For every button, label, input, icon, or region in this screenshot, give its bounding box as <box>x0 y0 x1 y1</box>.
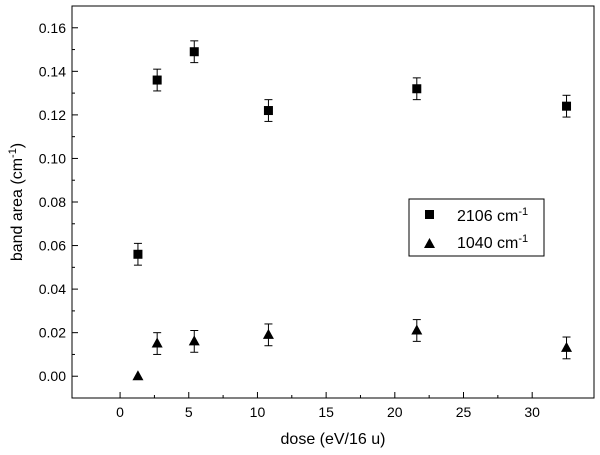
data-point-triangle <box>262 328 274 339</box>
x-tick-label: 10 <box>250 404 266 420</box>
y-tick-label: 0.08 <box>39 194 66 210</box>
y-axis-title-tail: ) <box>9 143 26 148</box>
y-tick-label: 0.06 <box>39 238 66 254</box>
x-tick-label: 30 <box>524 404 540 420</box>
legend-label-1040-main: 1040 cm <box>457 235 518 252</box>
x-tick-label: 5 <box>185 404 193 420</box>
y-tick-label: 0.14 <box>39 63 66 79</box>
data-point-square <box>133 249 143 259</box>
x-tick-label: 20 <box>387 404 403 420</box>
data-point-triangle <box>188 335 200 346</box>
legend-label-1040-sup: -1 <box>518 233 528 245</box>
y-tick-label: 0.12 <box>39 107 66 123</box>
legend: 2106 cm-1 1040 cm-1 <box>408 198 545 257</box>
y-axis-title: band area (cm-1) <box>7 143 26 261</box>
data-point-triangle <box>561 341 573 352</box>
x-axis-title: dose (eV/16 u) <box>281 431 386 448</box>
data-point-square <box>562 101 572 111</box>
legend-label-2106-main: 2106 cm <box>457 208 518 225</box>
y-axis-title-main: band area (cm <box>9 158 26 261</box>
y-axis-title-sup: -1 <box>7 148 19 158</box>
x-tick-label: 25 <box>456 404 472 420</box>
legend-marker-1040 <box>424 238 435 248</box>
data-point-square <box>189 47 199 57</box>
y-tick-label: 0.02 <box>39 325 66 341</box>
data-point-square <box>152 75 162 85</box>
legend-label-1040: 1040 cm-1 <box>457 233 528 252</box>
legend-label-2106: 2106 cm-1 <box>457 206 528 225</box>
data-point-triangle <box>132 370 144 381</box>
y-tick-label: 0.04 <box>39 281 66 297</box>
data-point-triangle <box>411 324 423 335</box>
data-point-square <box>263 106 273 116</box>
x-tick-label: 0 <box>116 404 124 420</box>
data-point-square <box>412 84 422 94</box>
marker-group <box>132 47 573 381</box>
x-tick-label: 15 <box>318 404 334 420</box>
y-tick-label: 0.00 <box>39 368 66 384</box>
legend-label-2106-sup: -1 <box>518 206 528 218</box>
legend-marker-2106 <box>425 210 434 219</box>
tick-group: 0 5 10 15 20 25 30 0.00 0.02 0.04 0.06 0.08 0.10 0.12… <box>39 20 540 420</box>
y-tick-label: 0.10 <box>39 150 66 166</box>
y-tick-label: 0.16 <box>39 20 66 36</box>
data-point-triangle <box>151 337 163 348</box>
